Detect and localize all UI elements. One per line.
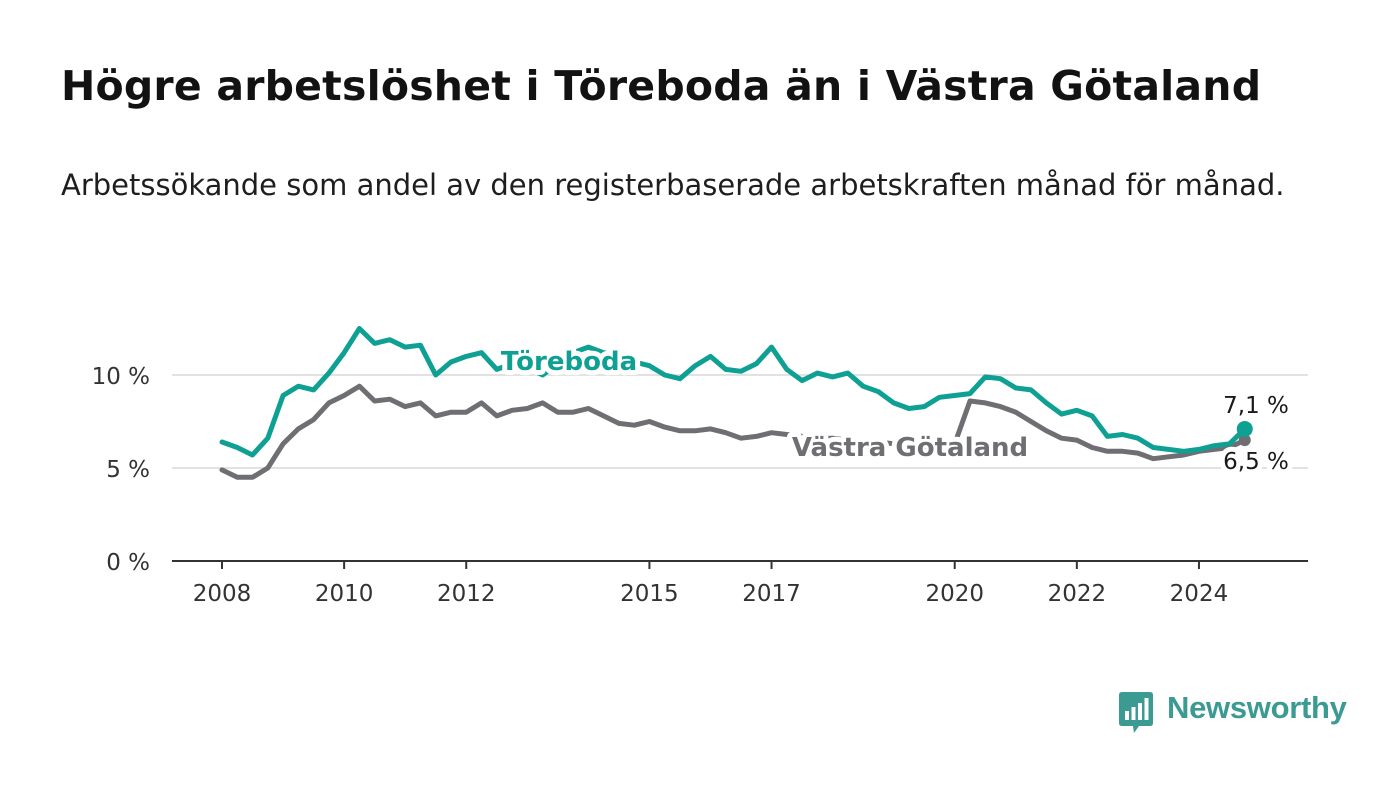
x-tick-label: 2012 <box>437 581 496 607</box>
x-tick-label: 2022 <box>1048 581 1107 607</box>
series-labels: Töreboda Västra Götaland 7,1 % 6,5 % <box>496 342 1294 480</box>
series-lines <box>219 326 1253 480</box>
newsworthy-logo-icon <box>1119 692 1153 733</box>
x-tick-label: 2010 <box>315 581 374 607</box>
page-title: Högre arbetslöshet i Töreboda än i Västr… <box>61 62 1262 110</box>
vastra-gotaland-end-point <box>1238 434 1251 447</box>
toreboda-series-label: Töreboda <box>501 347 637 377</box>
x-tick-label: 2024 <box>1170 581 1229 607</box>
chart-subtitle: Arbetssökande som andel av den registerb… <box>61 168 1285 202</box>
brand-name: Newsworthy <box>1167 690 1347 725</box>
vastra-gotaland-end-value: 6,5 % <box>1223 449 1289 475</box>
x-tick-label: 2017 <box>742 581 801 607</box>
axes: 0 % 5 % 10 % 2008 2010 2012 2015 2017 2020 2022 20… <box>92 364 1308 607</box>
toreboda-end-value: 7,1 % <box>1223 393 1289 419</box>
vastra-gotaland-series-label: Västra Götaland <box>792 433 1028 463</box>
toreboda-end-point <box>1236 420 1253 437</box>
toreboda-line <box>219 326 1248 458</box>
gridlines <box>172 374 1308 469</box>
x-tick-label: 2015 <box>620 581 679 607</box>
y-tick-label: 5 % <box>106 457 150 483</box>
y-tick-label: 0 % <box>106 550 150 576</box>
x-tick-label: 2020 <box>925 581 984 607</box>
y-tick-label: 10 % <box>92 364 150 390</box>
x-tick-label: 2008 <box>193 581 252 607</box>
vastra-gotaland-line <box>219 383 1248 480</box>
